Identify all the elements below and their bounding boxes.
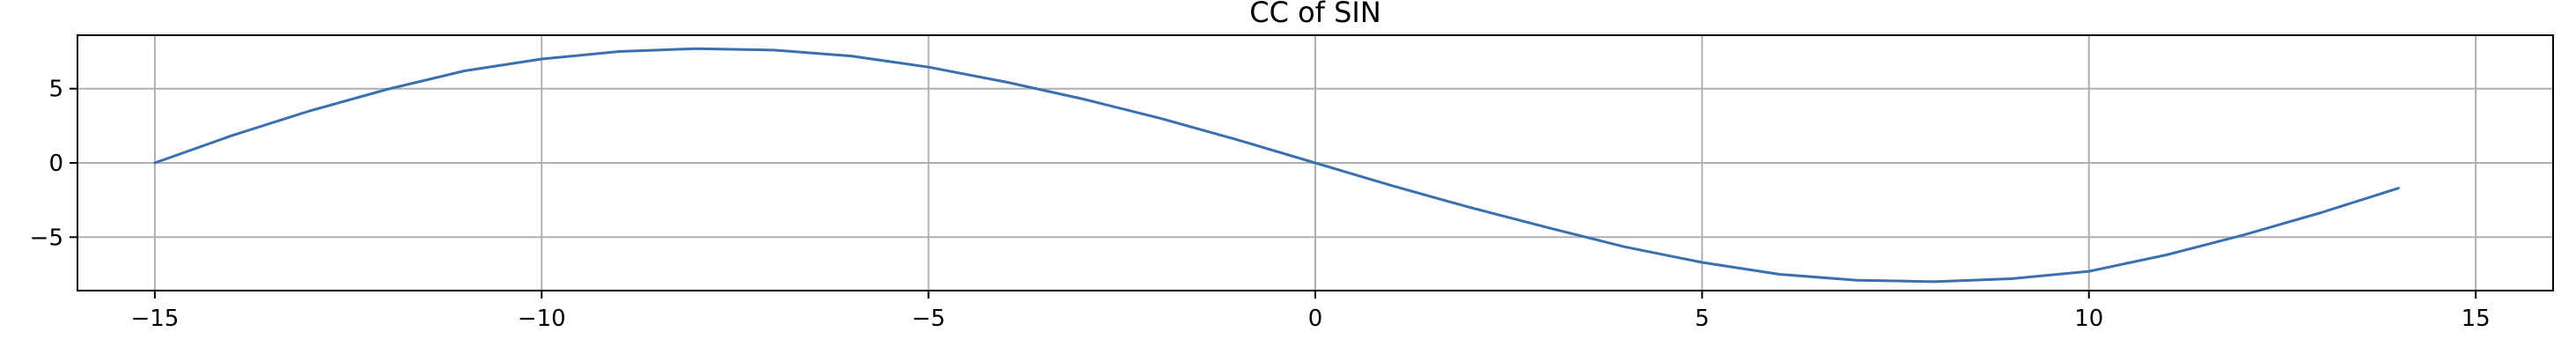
y-tick-label: −5 [30,225,63,251]
series-line-0 [153,47,2400,284]
x-tick-label: −5 [911,306,945,332]
y-tick-label: 0 [48,151,63,177]
axis-ticks [70,87,2477,299]
x-tick-label: −10 [518,306,566,332]
series-layer [153,47,2400,284]
x-tick-label: 0 [1308,306,1323,332]
x-tick-label: −15 [130,306,179,332]
axis-tick-labels: −15 −10 −5 0 5 10 15 −5 0 5 [30,77,2491,332]
x-tick-label: 15 [2462,306,2491,332]
chart-title: CC of SIN [1249,0,1381,29]
x-tick-label: 5 [1695,306,1710,332]
x-tick-label: 10 [2074,306,2103,332]
y-tick-label: 5 [48,77,63,103]
